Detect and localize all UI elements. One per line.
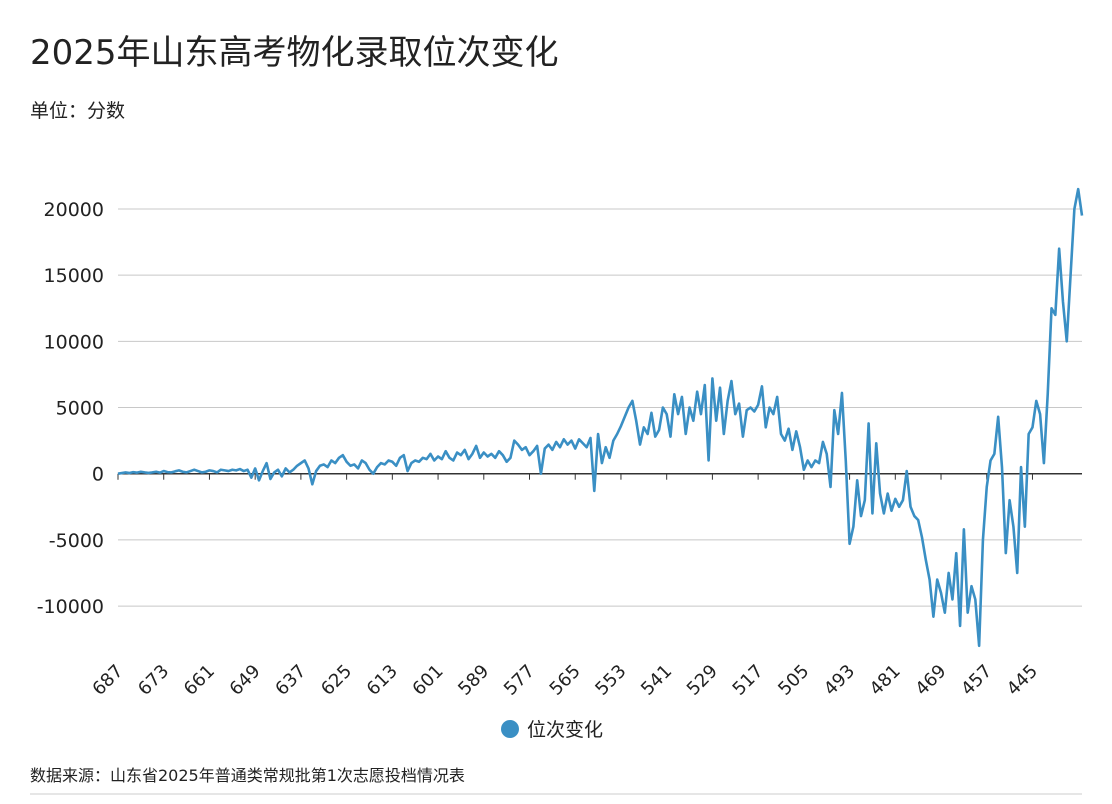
y-tick-label: 5000 — [56, 398, 104, 420]
x-tick-label: 517 — [729, 661, 768, 700]
x-tick-label: 673 — [134, 661, 173, 700]
x-tick-label: 649 — [226, 661, 265, 700]
y-tick-label: 10000 — [44, 331, 104, 353]
x-tick-label: 565 — [546, 661, 585, 700]
x-tick-label: 445 — [1003, 661, 1042, 700]
x-tick-label: 687 — [88, 661, 127, 700]
x-tick-label: 613 — [363, 661, 402, 700]
y-tick-label: 15000 — [44, 265, 104, 287]
x-tick-label: 493 — [820, 661, 859, 700]
source-note: 数据来源：山东省2025年普通类常规批第1次志愿投档情况表 — [30, 766, 465, 785]
x-tick-label: 553 — [591, 661, 630, 700]
y-tick-label: -10000 — [37, 596, 104, 618]
x-tick-label: 529 — [683, 661, 722, 700]
x-tick-label: 601 — [408, 661, 447, 700]
legend-label: 位次变化 — [527, 719, 603, 741]
x-tick-label: 577 — [500, 661, 539, 700]
x-tick-label: 469 — [911, 661, 950, 700]
y-tick-label: 20000 — [44, 199, 104, 221]
x-tick-label: 481 — [866, 661, 905, 700]
y-tick-label: 0 — [92, 464, 104, 486]
chart-title: 2025年山东高考物化录取位次变化 — [30, 33, 559, 73]
x-tick-label: 589 — [454, 661, 493, 700]
chart-subtitle: 单位：分数 — [30, 100, 125, 122]
y-tick-label: -5000 — [49, 530, 104, 552]
x-tick-label: 541 — [637, 661, 676, 700]
x-tick-label: 457 — [957, 661, 996, 700]
legend-marker — [501, 720, 519, 738]
x-tick-label: 637 — [271, 661, 310, 700]
x-tick-label: 625 — [317, 661, 356, 700]
x-tick-label: 505 — [774, 661, 813, 700]
line-series — [117, 187, 1084, 648]
x-tick-label: 661 — [180, 661, 219, 700]
